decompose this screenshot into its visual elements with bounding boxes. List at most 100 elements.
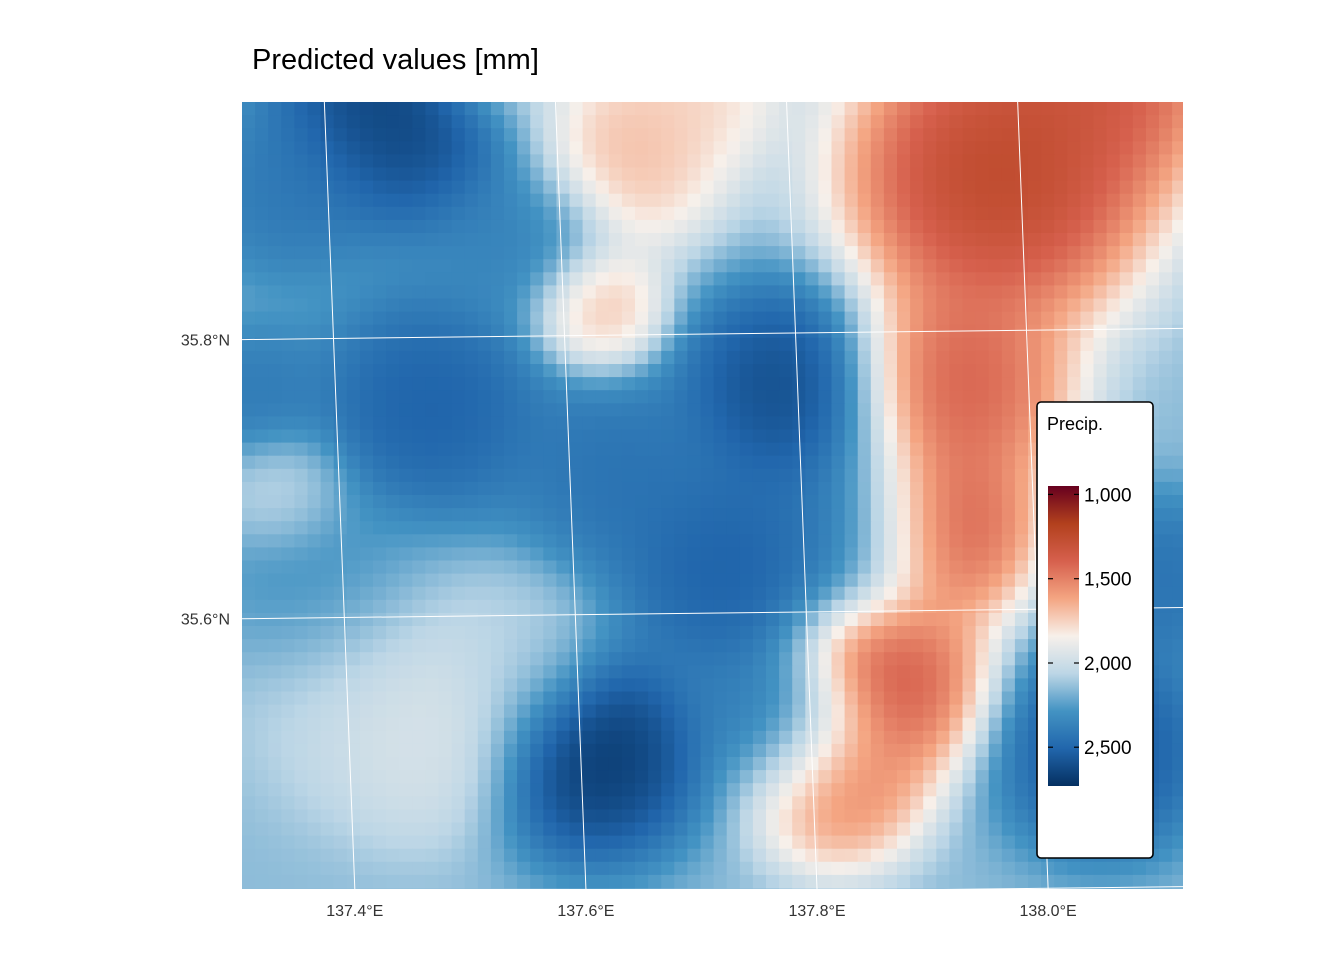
raster-cell	[988, 285, 1003, 300]
raster-cell	[700, 809, 715, 824]
raster-cell	[648, 442, 662, 457]
raster-cell	[988, 547, 1003, 562]
raster-cell	[687, 128, 702, 142]
raster-cell	[530, 874, 544, 889]
raster-cell	[674, 115, 688, 129]
raster-cell	[883, 337, 898, 352]
raster-cell	[779, 848, 793, 863]
raster-cell	[530, 298, 544, 313]
raster-cell	[373, 717, 387, 732]
raster-cell	[242, 298, 256, 313]
raster-cell	[752, 219, 767, 234]
raster-cell	[399, 508, 413, 522]
raster-cell	[713, 560, 728, 575]
raster-cell	[359, 835, 374, 850]
raster-cell	[490, 337, 505, 352]
raster-cell	[635, 350, 649, 365]
raster-cell	[766, 534, 780, 548]
raster-cell	[307, 272, 322, 286]
raster-cell	[333, 324, 348, 339]
raster-cell	[1067, 298, 1081, 313]
raster-cell	[1080, 206, 1095, 221]
raster-cell	[1041, 167, 1055, 182]
raster-cell	[988, 102, 1003, 116]
raster-cell	[242, 717, 256, 732]
raster-cell	[307, 730, 322, 745]
raster-cell	[464, 861, 479, 876]
raster-cell	[635, 442, 649, 457]
raster-cell	[543, 206, 557, 221]
raster-cell	[897, 102, 911, 116]
raster-cell	[543, 298, 557, 313]
raster-cell	[359, 586, 374, 601]
raster-cell	[399, 599, 413, 614]
raster-cell	[687, 861, 702, 876]
raster-cell	[1028, 154, 1042, 169]
raster-cell	[464, 442, 479, 457]
raster-cell	[399, 233, 413, 247]
raster-cell	[399, 888, 413, 889]
raster-cell	[883, 704, 898, 719]
raster-cell	[700, 403, 715, 417]
raster-cell	[949, 835, 964, 850]
raster-cell	[883, 809, 898, 824]
raster-cell	[281, 888, 295, 889]
raster-cell	[752, 874, 767, 889]
raster-cell	[805, 141, 819, 155]
raster-cell	[713, 770, 728, 784]
raster-cell	[451, 167, 466, 182]
raster-cell	[726, 809, 741, 824]
raster-cell	[818, 822, 833, 837]
raster-cell	[713, 259, 728, 273]
raster-cell	[805, 468, 819, 483]
raster-cell	[818, 416, 833, 431]
raster-cell	[739, 586, 754, 601]
raster-cell	[844, 626, 859, 640]
raster-cell	[1028, 285, 1042, 300]
raster-cell	[779, 154, 793, 169]
raster-cell	[805, 219, 819, 234]
raster-cell	[687, 272, 702, 286]
raster-cell	[359, 874, 374, 889]
raster-cell	[635, 416, 649, 431]
raster-cell	[805, 626, 819, 640]
raster-cell	[988, 861, 1003, 876]
raster-cell	[346, 128, 361, 142]
raster-cell	[255, 403, 269, 417]
raster-cell	[923, 848, 937, 863]
raster-cell	[766, 691, 780, 706]
raster-cell	[1001, 521, 1016, 535]
raster-cell	[608, 468, 623, 483]
raster-cell	[752, 704, 767, 719]
raster-cell	[307, 888, 322, 889]
raster-cell	[307, 848, 322, 863]
raster-cell	[438, 154, 453, 169]
raster-cell	[504, 298, 518, 313]
raster-cell	[648, 626, 662, 640]
raster-cell	[490, 691, 505, 706]
raster-cell	[333, 717, 348, 732]
raster-cell	[962, 835, 977, 850]
raster-cell	[739, 495, 754, 509]
raster-cell	[805, 783, 819, 797]
raster-cell	[897, 272, 911, 286]
raster-cell	[1001, 757, 1016, 771]
raster-cell	[242, 704, 256, 719]
raster-cell	[307, 534, 322, 548]
raster-cell	[386, 102, 400, 116]
raster-cell	[595, 324, 610, 339]
raster-cell	[910, 206, 924, 221]
raster-cell	[438, 219, 453, 234]
raster-cell	[831, 364, 846, 378]
raster-cell	[255, 167, 269, 182]
raster-cell	[373, 783, 387, 797]
raster-cell	[242, 350, 256, 365]
raster-cell	[530, 888, 544, 889]
raster-cell	[608, 848, 623, 863]
raster-cell	[988, 495, 1003, 509]
raster-cell	[752, 743, 767, 758]
raster-cell	[1014, 612, 1029, 627]
raster-cell	[438, 704, 453, 719]
raster-cell	[438, 678, 453, 693]
raster-cell	[779, 717, 793, 732]
